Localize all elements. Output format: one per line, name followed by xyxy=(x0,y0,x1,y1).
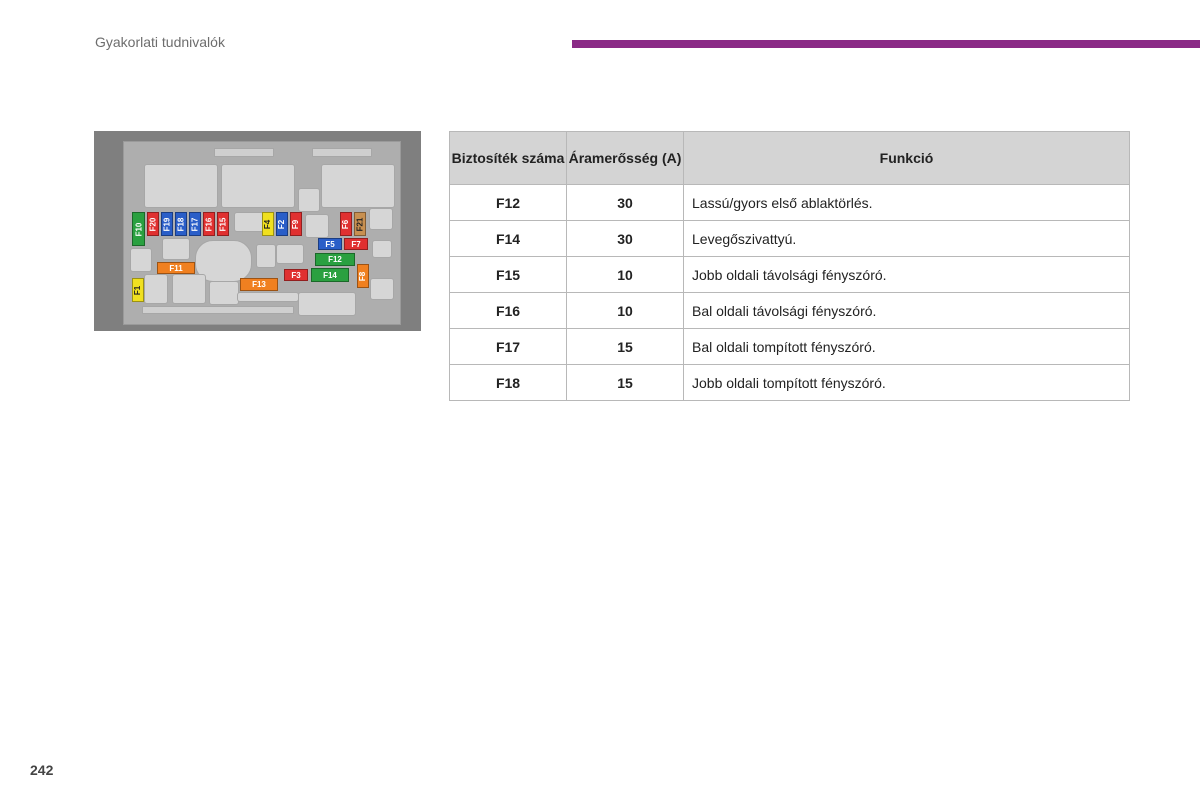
fuse-number-cell: F18 xyxy=(449,364,567,401)
table-row: F16 10 Bal oldali távolsági fényszóró. xyxy=(449,292,1130,329)
relay-block xyxy=(221,164,295,208)
fuse-label: F21 xyxy=(355,217,365,231)
amperage-cell: 10 xyxy=(566,292,684,329)
relay-block xyxy=(298,292,356,316)
relay-block xyxy=(369,208,393,230)
function-cell: Jobb oldali tompított fényszóró. xyxy=(683,364,1130,401)
relay-block xyxy=(162,238,190,260)
fuse-label: F12 xyxy=(328,255,342,264)
relay-block xyxy=(321,164,395,208)
relay-block xyxy=(370,278,394,300)
relay-block xyxy=(305,214,329,238)
fuse-number-cell: F16 xyxy=(449,292,567,329)
page-header-title: Gyakorlati tudnivalók xyxy=(95,34,225,50)
fuse-f2: F2 xyxy=(276,212,288,236)
slot xyxy=(214,148,274,157)
fuse-label: F18 xyxy=(176,217,186,231)
fuse-f11: F11 xyxy=(157,262,195,274)
amperage-cell: 30 xyxy=(566,184,684,221)
relay-block xyxy=(237,292,299,302)
fuse-f20: F20 xyxy=(147,212,159,236)
relay-block xyxy=(172,274,206,304)
fuse-label: F2 xyxy=(277,219,287,229)
relay-block xyxy=(144,274,168,304)
fuse-f8: F8 xyxy=(357,264,369,288)
fuse-f3: F3 xyxy=(284,269,308,281)
fuse-f15: F15 xyxy=(217,212,229,236)
fuse-f4: F4 xyxy=(262,212,274,236)
fuse-f17: F17 xyxy=(189,212,201,236)
table-row: F18 15 Jobb oldali tompított fényszóró. xyxy=(449,364,1130,401)
fuse-box-panel: F10 F20 F19 F18 F17 F16 F15 F4 F2 F9 F6 … xyxy=(123,141,401,325)
fuse-label: F1 xyxy=(133,285,143,295)
fuse-f10: F10 xyxy=(132,212,145,246)
header-amperage: Áramerősség (A) xyxy=(566,131,684,185)
fuse-label: F7 xyxy=(351,239,361,249)
fuse-f14: F14 xyxy=(311,268,349,282)
fuse-label: F10 xyxy=(134,222,144,236)
fuse-f13: F13 xyxy=(240,278,278,291)
function-cell: Levegőszivattyú. xyxy=(683,220,1130,257)
fuse-f19: F19 xyxy=(161,212,173,236)
fuse-f1: F1 xyxy=(132,278,144,302)
fuse-table: Biztosíték száma Áramerősség (A) Funkció… xyxy=(449,131,1130,401)
header-function: Funkció xyxy=(683,131,1130,185)
relay-block xyxy=(234,212,264,232)
amperage-cell: 15 xyxy=(566,328,684,365)
fuse-label: F19 xyxy=(162,217,172,231)
fuse-label: F20 xyxy=(148,217,158,231)
amperage-cell: 15 xyxy=(566,364,684,401)
fuse-f16: F16 xyxy=(203,212,215,236)
fuse-label: F8 xyxy=(358,271,368,281)
fuse-label: F16 xyxy=(204,217,214,231)
fuse-f18: F18 xyxy=(175,212,187,236)
relay-block xyxy=(298,188,320,212)
fuse-f6: F6 xyxy=(340,212,352,236)
header-accent-bar xyxy=(572,40,1200,48)
function-cell: Bal oldali távolsági fényszóró. xyxy=(683,292,1130,329)
relay-block xyxy=(130,248,152,272)
page-number: 242 xyxy=(30,762,54,778)
amperage-cell: 10 xyxy=(566,256,684,293)
slot xyxy=(142,306,294,314)
fuse-number-cell: F15 xyxy=(449,256,567,293)
function-cell: Bal oldali tompított fényszóró. xyxy=(683,328,1130,365)
relay-block xyxy=(276,244,304,264)
fuse-label: F11 xyxy=(169,263,183,273)
table-row: F17 15 Bal oldali tompított fényszóró. xyxy=(449,328,1130,365)
table-row: F14 30 Levegőszivattyú. xyxy=(449,220,1130,257)
slot xyxy=(312,148,372,157)
fuse-box-diagram: F10 F20 F19 F18 F17 F16 F15 F4 F2 F9 F6 … xyxy=(94,131,421,331)
fuse-f21: F21 xyxy=(354,212,366,236)
function-cell: Lassú/gyors első ablaktörlés. xyxy=(683,184,1130,221)
fuse-label: F5 xyxy=(325,239,335,249)
fuse-label: F4 xyxy=(263,219,273,229)
fuse-label: F15 xyxy=(218,217,228,231)
fuse-label: F14 xyxy=(323,270,337,280)
relay-block xyxy=(209,281,239,305)
fuse-label: F6 xyxy=(341,219,351,229)
fuse-number-cell: F12 xyxy=(449,184,567,221)
relay-block xyxy=(144,164,218,208)
table-row: F12 30 Lassú/gyors első ablaktörlés. xyxy=(449,184,1130,221)
fuse-f12: F12 xyxy=(315,253,355,266)
fuse-label: F17 xyxy=(190,217,200,231)
fuse-label: F3 xyxy=(291,270,301,280)
relay-block xyxy=(256,244,276,268)
table-header-row: Biztosíték száma Áramerősség (A) Funkció xyxy=(449,131,1130,185)
fuse-number-cell: F14 xyxy=(449,220,567,257)
fuse-number-cell: F17 xyxy=(449,328,567,365)
fuse-label: F9 xyxy=(291,219,301,229)
amperage-cell: 30 xyxy=(566,220,684,257)
relay-block xyxy=(372,240,392,258)
fuse-f5: F5 xyxy=(318,238,342,250)
header-fuse-number: Biztosíték száma xyxy=(449,131,567,185)
fuse-f7: F7 xyxy=(344,238,368,250)
table-row: F15 10 Jobb oldali távolsági fényszóró. xyxy=(449,256,1130,293)
fuse-f9: F9 xyxy=(290,212,302,236)
function-cell: Jobb oldali távolsági fényszóró. xyxy=(683,256,1130,293)
fuse-label: F13 xyxy=(252,280,266,289)
